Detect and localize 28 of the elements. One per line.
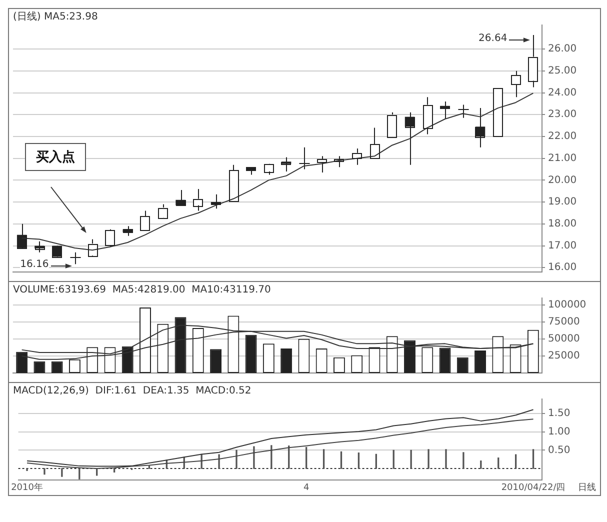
chart-title: (日线) MA5:23.98 — [13, 10, 98, 23]
text: 日线 — [578, 482, 596, 495]
y-tick-label: 23.00 — [548, 109, 577, 120]
x-tick-label: 2010/04/22/四 — [501, 482, 566, 493]
annotation: 买入点 — [25, 143, 86, 171]
y-tick-label: 21.00 — [548, 152, 577, 164]
y-tick-label: 0.50 — [548, 444, 570, 456]
y-tick-label: 19.00 — [548, 196, 577, 208]
y-tick-label: 25000 — [548, 350, 580, 362]
chart-title: VOLUME:63193.69 MA5:42819.00 MA10:43119.70 — [13, 284, 271, 296]
annotation: 16.16 — [20, 259, 49, 272]
y-tick-label: 26.00 — [548, 44, 577, 55]
y-tick-label: 100000 — [548, 299, 586, 310]
y-tick-label: 18.00 — [548, 218, 577, 230]
x-tick-label: 2010年 — [11, 482, 43, 493]
chart-title: MACD(12,26,9) DIF:1.61 DEA:1.35 MACD:0.52 — [13, 386, 252, 397]
annotation: 26.64 — [478, 33, 508, 46]
y-tick-label: 25.00 — [548, 65, 577, 76]
y-tick-label: 50000 — [548, 334, 580, 345]
y-tick-label: 16.00 — [548, 262, 577, 274]
y-tick-label: 75000 — [548, 316, 580, 328]
y-tick-label: 20.00 — [548, 174, 577, 186]
y-tick-label: 22.00 — [548, 131, 577, 142]
y-tick-label: 17.00 — [548, 240, 577, 252]
y-tick-label: 24.00 — [548, 87, 577, 98]
y-tick-label: 1.50 — [548, 408, 570, 420]
x-tick-label: 4 — [303, 482, 310, 493]
y-tick-label: 1.00 — [548, 426, 570, 438]
